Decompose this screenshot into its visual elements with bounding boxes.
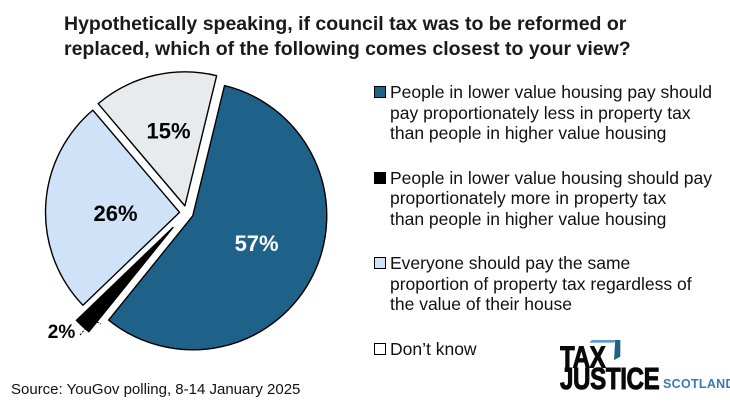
- svg-text:2%: 2%: [48, 322, 76, 343]
- svg-text:57%: 57%: [235, 231, 279, 256]
- svg-text:JUSTICE: JUSTICE: [560, 361, 659, 396]
- svg-text:15%: 15%: [146, 118, 190, 143]
- svg-text:26%: 26%: [93, 201, 137, 226]
- svg-text:SCOTLAND: SCOTLAND: [663, 377, 730, 391]
